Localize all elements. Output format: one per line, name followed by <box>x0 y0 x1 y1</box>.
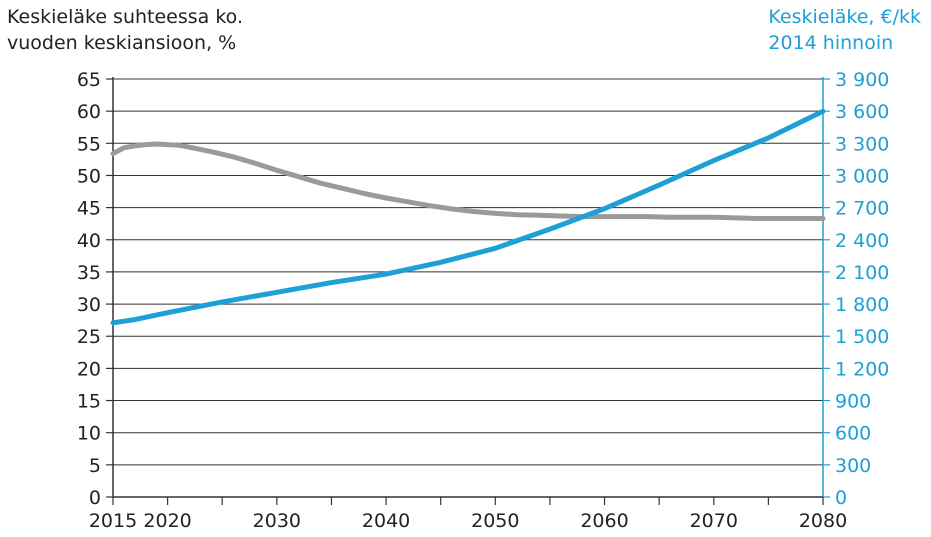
left-axis-title-line1: Keskieläke suhteessa ko. <box>7 6 243 28</box>
right-axis-tick-label: 3 000 <box>835 165 889 187</box>
right-axis-tick-label: 600 <box>835 423 871 445</box>
x-axis-tick-label: 2040 <box>362 510 410 532</box>
right-axis-tick-label: 0 <box>835 487 847 509</box>
left-axis-tick-label: 5 <box>89 455 101 477</box>
x-axis-tick-label: 2015 <box>89 510 137 532</box>
left-axis-tick-label: 10 <box>77 423 101 445</box>
left-axis-tick-label: 40 <box>77 230 101 252</box>
right-axis-title: Keskieläke, €/kk 2014 hinnoin <box>768 4 921 56</box>
right-axis-tick-label: 2 400 <box>835 230 889 252</box>
left-axis-tick-label: 65 <box>77 69 101 91</box>
left-axis-tick-label: 55 <box>77 133 101 155</box>
right-axis-tick-label: 2 700 <box>835 198 889 220</box>
left-axis-tick-label: 0 <box>89 487 101 509</box>
right-axis-title-line2: 2014 hinnoin <box>768 32 894 54</box>
right-axis-tick-label: 900 <box>835 391 871 413</box>
right-axis-tick-label: 1 500 <box>835 326 889 348</box>
right-axis-title-line1: Keskieläke, €/kk <box>768 6 921 28</box>
left-axis-tick-label: 50 <box>77 165 101 187</box>
left-axis-tick-label: 25 <box>77 326 101 348</box>
right-axis-tick-label: 3 300 <box>835 133 889 155</box>
x-axis-tick-label: 2050 <box>471 510 519 532</box>
right-axis-tick-label: 1 200 <box>835 358 889 380</box>
right-axis-tick-label: 3 900 <box>835 69 889 91</box>
left-axis-tick-label: 60 <box>77 101 101 123</box>
x-axis-tick-label: 2020 <box>143 510 191 532</box>
left-axis-tick-label: 15 <box>77 391 101 413</box>
series-line-right-axis <box>110 108 826 326</box>
right-axis-tick-label: 1 800 <box>835 294 889 316</box>
left-axis-title-line2: vuoden keskiansioon, % <box>7 32 237 54</box>
series-line-left-axis <box>110 141 826 221</box>
left-axis-title: Keskieläke suhteessa ko. vuoden keskians… <box>7 4 243 56</box>
x-axis-tick-label: 2080 <box>799 510 847 532</box>
left-axis-tick-label: 20 <box>77 358 101 380</box>
left-axis-tick-label: 30 <box>77 294 101 316</box>
x-axis-tick-label: 2060 <box>580 510 628 532</box>
x-axis-tick-label: 2070 <box>690 510 738 532</box>
x-axis-tick-label: 2030 <box>253 510 301 532</box>
right-axis-tick-label: 3 600 <box>835 101 889 123</box>
right-axis-tick-label: 300 <box>835 455 871 477</box>
right-axis-tick-label: 2 100 <box>835 262 889 284</box>
left-axis-tick-label: 35 <box>77 262 101 284</box>
left-axis-tick-label: 45 <box>77 198 101 220</box>
